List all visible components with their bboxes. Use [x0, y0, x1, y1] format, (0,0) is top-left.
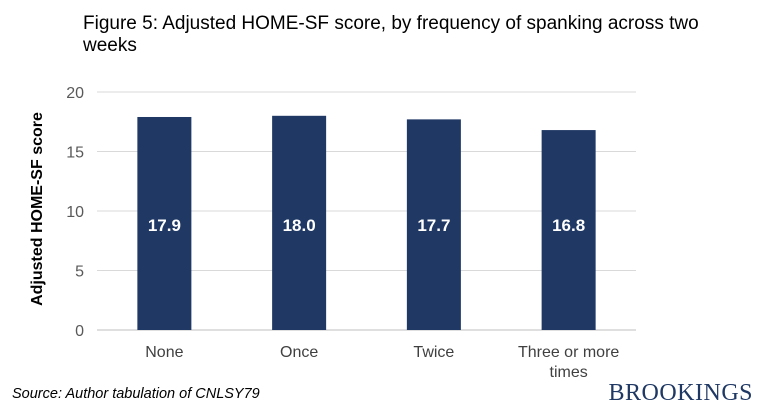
y-tick-labels: 0 5 10 15 20: [66, 85, 84, 340]
bar-2: [272, 115, 327, 330]
data-label: 17.7: [417, 216, 450, 235]
x-tick-label: None: [145, 344, 183, 361]
bar-1: [137, 116, 192, 331]
y-tick-label: 15: [66, 145, 84, 162]
y-tick-label: 5: [75, 264, 84, 281]
x-tick-label: Once: [280, 344, 318, 361]
y-tick-label: 20: [66, 85, 84, 102]
x-tick-labels: None Once Twice Three or more times: [145, 344, 619, 381]
y-tick-label: 10: [66, 204, 84, 221]
bar-4: [541, 130, 596, 330]
data-label: 17.9: [148, 216, 181, 235]
data-label: 18.0: [283, 216, 316, 235]
data-label: 16.8: [552, 216, 585, 235]
bars: 17.9 18.0 17.7 16.8: [137, 115, 596, 331]
chart-title: Figure 5: Adjusted HOME-SF score, by fre…: [83, 13, 699, 56]
source-note: Source: Author tabulation of CNLSY79: [12, 386, 260, 402]
x-tick-label: Twice: [413, 344, 454, 361]
x-tick-label: Three or more times: [518, 344, 619, 381]
bar-3: [406, 119, 461, 331]
y-tick-label: 0: [75, 323, 84, 340]
brookings-logo: BROOKINGS: [608, 380, 753, 406]
